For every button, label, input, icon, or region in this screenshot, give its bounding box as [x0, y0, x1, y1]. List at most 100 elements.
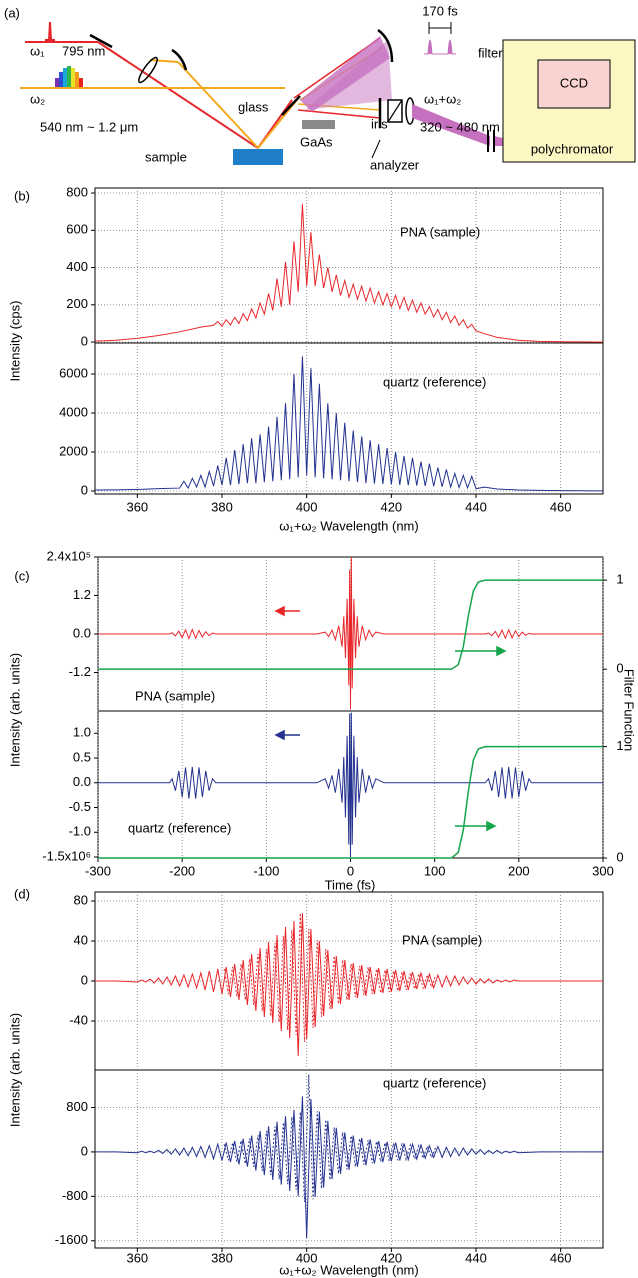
x-tick-label: -100 — [253, 863, 279, 878]
label: CCD — [560, 75, 588, 90]
y-tick-label: 4000 — [59, 404, 88, 419]
x-tick-label: 360 — [126, 499, 148, 514]
x-axis-title: Time (fs) — [325, 877, 376, 892]
series-label: PNA (sample) — [402, 932, 482, 947]
series-label: PNA (sample) — [400, 224, 480, 239]
pulse-icon — [45, 21, 55, 41]
series-line — [223, 1074, 437, 1202]
label: iris — [371, 116, 388, 131]
label: 540 nm ~ 1.2 μm — [40, 119, 138, 134]
y-tick-label: 200 — [66, 296, 88, 311]
label: ω₁+ω₂ — [424, 91, 461, 106]
y-tick-label: -1.2 — [69, 664, 91, 679]
beam — [97, 41, 259, 149]
label: sample — [145, 149, 187, 164]
y-tick-label: -1.5x10⁶ — [42, 848, 91, 863]
y-tick-label: 600 — [66, 222, 88, 237]
beam — [297, 109, 381, 119]
y-tick-label: 800 — [66, 1099, 88, 1114]
mirror — [89, 33, 113, 49]
y-tick-label: 0 — [81, 334, 88, 349]
x-tick-label: 420 — [380, 499, 402, 514]
arrows — [274, 605, 507, 832]
axis-arrow — [455, 820, 497, 832]
analyzer — [387, 99, 403, 123]
spectrum-icon — [55, 66, 83, 88]
y2-tick-label: 1 — [616, 738, 623, 753]
axis-arrow — [274, 605, 300, 617]
label: GaAs — [300, 134, 333, 149]
sfg-beam — [305, 40, 392, 110]
curved-mirror — [377, 28, 394, 63]
x-tick-label: 100 — [424, 863, 446, 878]
label: filter — [478, 45, 503, 60]
series-line — [98, 712, 603, 858]
label: glass — [238, 99, 269, 114]
x-axis-title: ω₁+ω₂ Wavelength (nm) — [279, 518, 418, 533]
label: ω₁ — [30, 43, 45, 58]
ccd — [537, 59, 611, 109]
y-tick-label: 1.0 — [73, 725, 91, 740]
analyzer — [387, 99, 403, 123]
y-tick-label: 0 — [81, 482, 88, 497]
x-tick-label: -200 — [169, 863, 195, 878]
y-tick-label: 2.4x10⁵ — [47, 548, 91, 563]
x-tick-label: 440 — [465, 1250, 487, 1265]
x-tick-label: 400 — [296, 1250, 318, 1265]
series-line — [223, 912, 437, 1043]
series-line — [98, 579, 603, 670]
pointer — [371, 139, 381, 159]
y-tick-label: -800 — [62, 1188, 88, 1203]
panel-label: (d) — [14, 886, 30, 901]
x-tick-label: 380 — [211, 1250, 233, 1265]
y-tick-label: 0.0 — [73, 625, 91, 640]
y-tick-label: 800 — [66, 184, 88, 199]
x-tick-label: 300 — [592, 863, 614, 878]
x-axis-title: ω₁+ω₂ Wavelength (nm) — [279, 1262, 418, 1277]
axis-arrow — [274, 729, 300, 741]
series-label: PNA (sample) — [135, 688, 215, 703]
y-tick-label: 0.5 — [73, 749, 91, 764]
y-tick-label: 2000 — [59, 443, 88, 458]
sfg-beam — [412, 104, 490, 146]
series-line — [98, 745, 603, 859]
panel-label: (a) — [4, 5, 20, 20]
label: 795 nm — [62, 43, 105, 58]
x-tick-label: 0 — [347, 863, 354, 878]
label: 320 ~ 480 nm — [420, 119, 500, 134]
x-tick-label: 460 — [550, 1250, 572, 1265]
y-tick-label: 0.0 — [73, 774, 91, 789]
glass-plate — [281, 95, 301, 116]
label: ω₂ — [30, 91, 45, 106]
y-tick-label: 6000 — [59, 365, 88, 380]
y2-tick-label: 0 — [616, 849, 623, 864]
sfg-beam — [494, 136, 503, 146]
label: 170 fs — [422, 3, 458, 18]
pulse-icon — [424, 39, 456, 55]
x-tick-label: 440 — [465, 499, 487, 514]
label: polychromator — [531, 141, 614, 156]
series-line — [95, 1096, 603, 1239]
gaas-plate — [302, 120, 335, 129]
lens — [138, 56, 158, 84]
y-tick-label: -40 — [69, 1012, 88, 1027]
x-tick-label: 200 — [508, 863, 530, 878]
y-tick-label: -1.0 — [69, 824, 91, 839]
y-axis-title: Intensity (cps) — [7, 301, 22, 382]
beam — [177, 61, 259, 149]
series-label: quartz (reference) — [128, 820, 231, 835]
y2-axis-title: Filter Function — [622, 669, 637, 751]
y-tick-label: 0 — [81, 972, 88, 987]
panel-label: (b) — [14, 188, 30, 203]
y-tick-label: -0.5 — [69, 799, 91, 814]
sample — [233, 149, 283, 165]
series-line — [94, 356, 604, 492]
x-tick-label: 460 — [550, 499, 572, 514]
y-tick-label: -1600 — [55, 1232, 88, 1247]
y2-tick-label: 1 — [616, 572, 623, 587]
beam — [149, 59, 179, 63]
y-tick-label: 40 — [74, 932, 88, 947]
setup-diagram: (a) sample glass GaAs iris analyzer filt… — [4, 3, 636, 172]
